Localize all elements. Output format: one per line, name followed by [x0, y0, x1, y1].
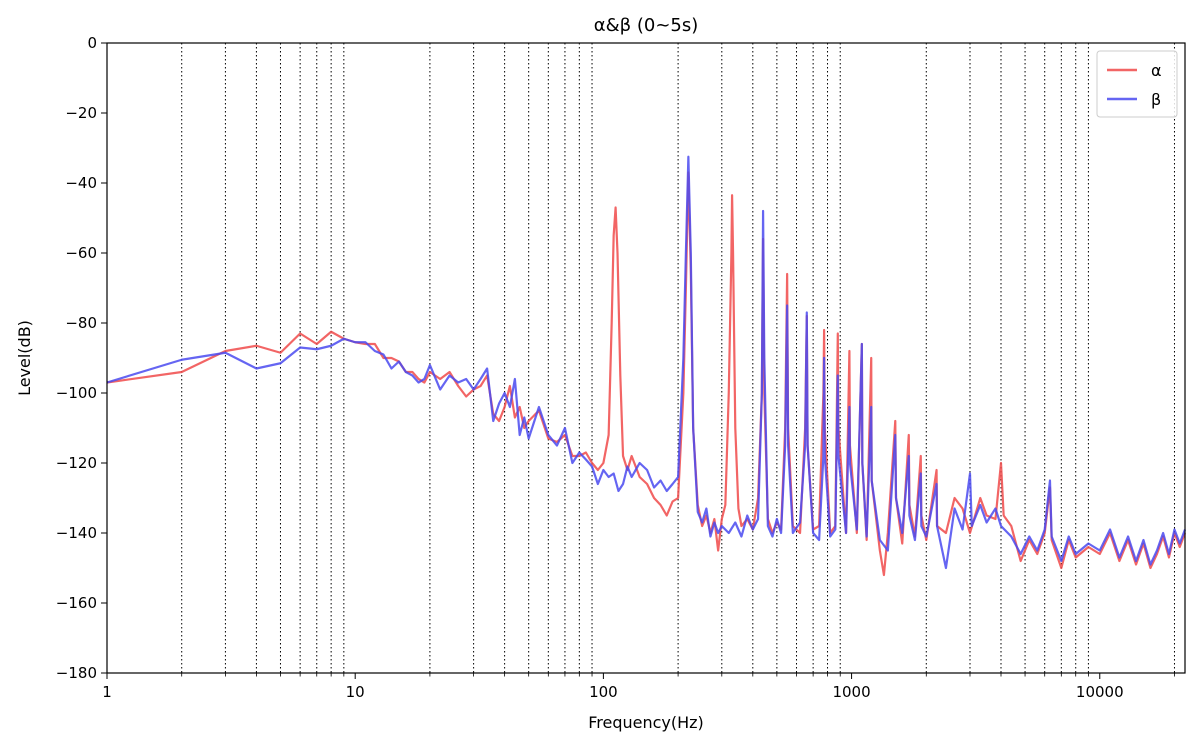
legend-box [1096, 50, 1178, 118]
y-tick-label: 0 [87, 34, 97, 52]
x-tick-label: 100 [589, 683, 618, 701]
y-axis-ticks: 0 −20 −40 −60 −80 −100 −120 −140 −160 −180 [56, 34, 107, 682]
y-tick-label: −140 [56, 524, 97, 542]
y-tick-label: −80 [65, 314, 97, 332]
legend-label: β [1151, 90, 1161, 109]
x-tick-label: 10000 [1076, 683, 1124, 701]
y-tick-label: −60 [65, 244, 97, 262]
chart-title: α&β (0~5s) [594, 15, 699, 36]
y-axis-label: Level(dB) [15, 320, 34, 396]
x-axis-ticks: 1 10 100 1000 10000 [102, 673, 1175, 701]
grid-layer [181, 43, 1175, 673]
x-tick-label: 1000 [832, 683, 870, 701]
y-tick-label: −40 [65, 174, 97, 192]
series-line-alpha [106, 171, 1187, 577]
legend-label: α [1151, 61, 1162, 80]
series-layer [106, 155, 1187, 577]
series-line-beta [106, 155, 1187, 570]
y-tick-label: −20 [65, 104, 97, 122]
y-tick-label: −100 [56, 384, 97, 402]
plot-frame [106, 42, 1186, 674]
y-tick-label: −180 [56, 664, 97, 682]
x-axis-label: Frequency(Hz) [588, 713, 704, 732]
legend: αβ [1096, 50, 1178, 118]
x-tick-label: 10 [346, 683, 365, 701]
y-tick-label: −160 [56, 594, 97, 612]
x-tick-label: 1 [102, 683, 112, 701]
y-tick-label: −120 [56, 454, 97, 472]
